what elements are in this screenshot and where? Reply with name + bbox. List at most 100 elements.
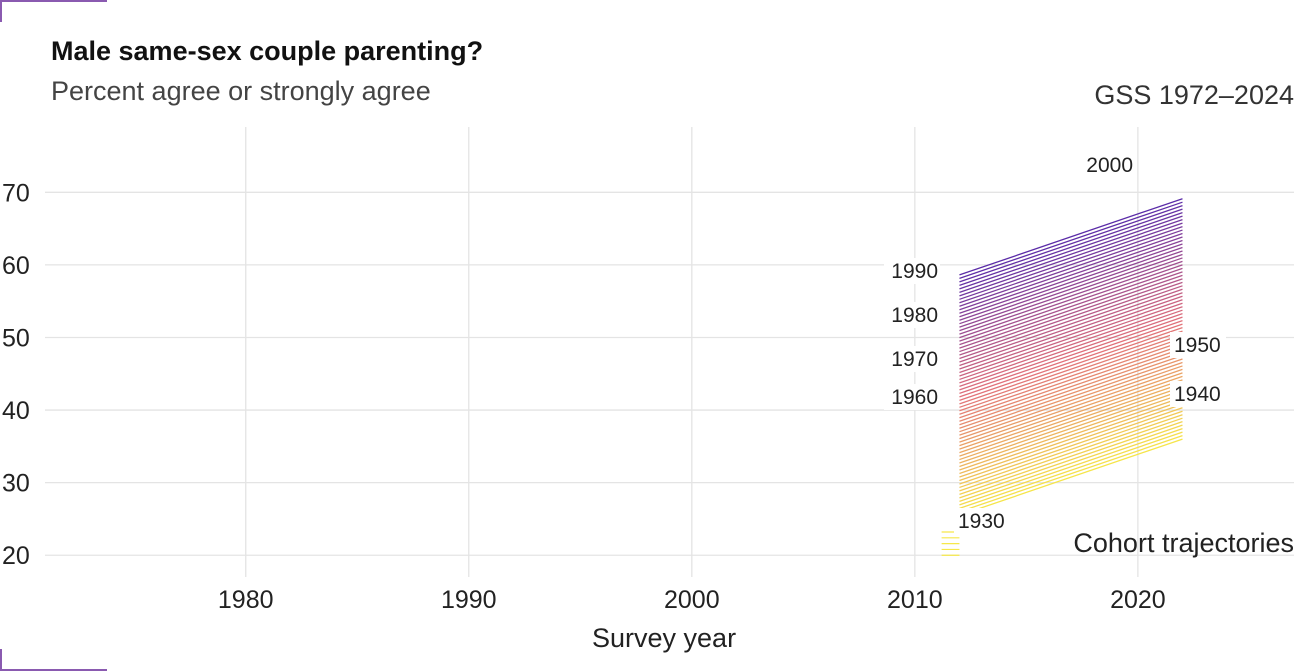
cohort-line bbox=[959, 403, 1183, 482]
frame-corner-bottom bbox=[0, 649, 107, 671]
chart-subtitle: Percent agree or strongly agree bbox=[51, 76, 431, 106]
cohort-line bbox=[959, 306, 1183, 384]
cohort-line bbox=[959, 239, 1183, 318]
cohort-line bbox=[959, 250, 1183, 328]
cohort-line bbox=[959, 333, 1183, 412]
x-tick-label: 2020 bbox=[1110, 586, 1166, 614]
cohort-line bbox=[959, 375, 1183, 454]
cohort-label: 1930 bbox=[958, 510, 1005, 533]
cohort-line bbox=[959, 320, 1183, 398]
cohort-line bbox=[959, 267, 1183, 346]
cohort-line bbox=[959, 205, 1183, 283]
y-tick-label: 50 bbox=[2, 324, 30, 352]
y-tick-label: 30 bbox=[2, 470, 30, 498]
cohort-line bbox=[959, 389, 1183, 468]
cohort-line bbox=[959, 198, 1183, 276]
cohort-line bbox=[959, 351, 1183, 429]
cohort-line bbox=[959, 434, 1183, 513]
cohort-line bbox=[959, 316, 1183, 394]
cohort-line bbox=[959, 368, 1183, 447]
cohort-line bbox=[959, 253, 1183, 332]
cohort-line bbox=[959, 201, 1183, 280]
cohort-line bbox=[959, 229, 1183, 307]
cohort-line bbox=[959, 428, 1183, 506]
cohort-line bbox=[959, 424, 1183, 502]
cohort-line bbox=[959, 393, 1183, 471]
x-tick-label: 2010 bbox=[887, 586, 943, 614]
cohort-line bbox=[959, 414, 1183, 492]
frame-corner-top bbox=[0, 0, 107, 22]
cohort-label-bg bbox=[1079, 152, 1135, 178]
chart-title: Male same-sex couple parenting? bbox=[51, 36, 484, 66]
y-tick-label: 40 bbox=[2, 397, 30, 425]
cohort-label: 1970 bbox=[891, 348, 938, 371]
cohort-label-bg bbox=[884, 384, 940, 410]
cohort-line bbox=[959, 410, 1183, 489]
cohort-line bbox=[959, 358, 1183, 436]
cohort-line bbox=[959, 278, 1183, 356]
cohort-line bbox=[959, 274, 1183, 353]
cohort-line bbox=[959, 309, 1183, 388]
cohort-line bbox=[959, 232, 1183, 311]
cohort-line bbox=[959, 337, 1183, 415]
cohort-line bbox=[959, 421, 1183, 499]
cohort-line bbox=[959, 236, 1183, 314]
cohort-label: 2000 bbox=[1086, 154, 1133, 177]
y-tick-label: 70 bbox=[2, 179, 30, 207]
cohort-line bbox=[959, 330, 1183, 408]
cohort-line bbox=[959, 288, 1183, 367]
cohort-line bbox=[959, 215, 1183, 293]
cohort-label-bg bbox=[954, 508, 1010, 534]
cohort-line bbox=[959, 264, 1183, 342]
cohort-label: 1940 bbox=[1174, 383, 1221, 406]
y-tick-label: 20 bbox=[2, 542, 30, 570]
cohort-line bbox=[959, 400, 1183, 478]
source-caption: GSS 1972–2024 bbox=[1094, 80, 1294, 110]
cohort-label: 1950 bbox=[1174, 334, 1221, 357]
cohort-line bbox=[959, 257, 1183, 335]
cohort-trajectories-label: Cohort trajectories bbox=[1073, 528, 1294, 558]
cohort-line bbox=[959, 438, 1183, 516]
cohort-line bbox=[959, 365, 1183, 443]
cohort-line bbox=[959, 271, 1183, 349]
cohort-line bbox=[959, 281, 1183, 360]
cohort-line bbox=[959, 208, 1183, 286]
cohort-label: 1990 bbox=[891, 260, 938, 283]
cohort-line bbox=[959, 354, 1183, 433]
cohort-label-bg bbox=[1170, 332, 1226, 358]
cohort-line bbox=[959, 361, 1183, 440]
cohort-line bbox=[959, 323, 1183, 401]
cohort-line bbox=[959, 326, 1183, 405]
cohort-line bbox=[959, 295, 1183, 374]
cohort-line bbox=[959, 396, 1183, 475]
cohort-line bbox=[959, 212, 1183, 290]
cohort-line bbox=[959, 347, 1183, 426]
x-tick-label: 1980 bbox=[218, 586, 274, 614]
cohort-line bbox=[959, 225, 1183, 304]
x-tick-label: 1990 bbox=[441, 586, 497, 614]
cohort-line bbox=[959, 382, 1183, 461]
cohort-line bbox=[959, 243, 1183, 321]
cohort-line bbox=[959, 344, 1183, 422]
cohort-line bbox=[959, 218, 1183, 297]
cohort-line bbox=[959, 386, 1183, 464]
cohort-line bbox=[959, 340, 1183, 419]
cohort-line bbox=[959, 407, 1183, 485]
cohort-label-bg bbox=[884, 346, 940, 372]
cohort-line bbox=[959, 431, 1183, 509]
cohort-label-bg bbox=[1170, 381, 1226, 407]
y-tick-label: 60 bbox=[2, 252, 30, 280]
cohort-line bbox=[959, 417, 1183, 496]
x-tick-label: 2000 bbox=[664, 586, 720, 614]
cohort-line bbox=[959, 379, 1183, 457]
cohort-line bbox=[959, 299, 1183, 377]
cohort-line bbox=[959, 246, 1183, 325]
cohort-label-bg bbox=[884, 302, 940, 328]
cohort-line bbox=[959, 285, 1183, 363]
cohort-line bbox=[959, 222, 1183, 300]
cohort-line bbox=[959, 313, 1183, 391]
cohort-label-bg bbox=[884, 258, 940, 284]
cohort-label: 1980 bbox=[891, 304, 938, 327]
x-axis-title: Survey year bbox=[592, 623, 737, 653]
